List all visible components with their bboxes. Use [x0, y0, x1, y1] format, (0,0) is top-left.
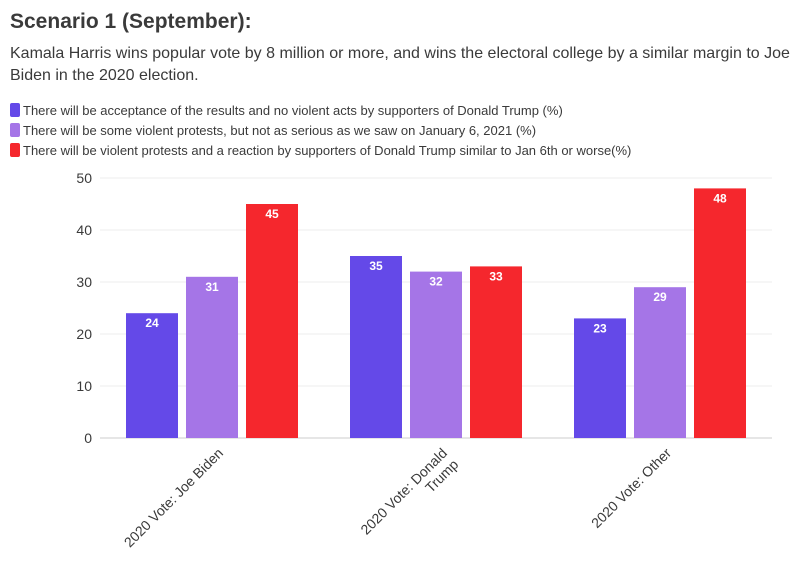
chart-subtitle: Kamala Harris wins popular vote by 8 mil… [10, 45, 790, 84]
legend-label: There will be some violent protests, but… [23, 122, 537, 138]
legend-item: There will be acceptance of the results … [10, 100, 631, 120]
y-tick-label: 30 [76, 274, 92, 290]
legend-label: There will be violent protests and a rea… [23, 142, 632, 158]
bar [410, 271, 462, 438]
y-tick-label: 10 [76, 378, 92, 394]
legend-swatch [10, 103, 20, 117]
data-label: 45 [265, 207, 279, 221]
data-label: 35 [369, 259, 383, 273]
data-label: 32 [429, 275, 443, 289]
bar [634, 287, 686, 438]
bar [350, 256, 402, 438]
chart-title: Scenario 1 (September): [10, 10, 252, 33]
y-tick-label: 20 [76, 326, 92, 342]
legend-item: There will be violent protests and a rea… [10, 140, 631, 160]
legend-item: There will be some violent protests, but… [10, 120, 631, 140]
legend-swatch [10, 123, 20, 137]
bar [574, 318, 626, 438]
data-label: 23 [593, 321, 607, 335]
x-tick-label: 2020 Vote: DonaldTrump [357, 445, 461, 549]
legend-label: There will be acceptance of the results … [23, 102, 563, 118]
data-label: 29 [653, 290, 667, 304]
data-label: 24 [145, 316, 159, 330]
bar [470, 266, 522, 438]
legend: There will be acceptance of the results … [10, 100, 631, 160]
data-label: 33 [489, 269, 503, 283]
data-label: 31 [205, 280, 219, 294]
legend-swatch [10, 143, 20, 157]
x-tick-label: 2020 Vote: Other [588, 445, 674, 531]
y-tick-label: 50 [76, 170, 92, 186]
x-tick-label: 2020 Vote: Joe Biden [121, 445, 226, 550]
bar [186, 276, 238, 438]
y-tick-label: 0 [84, 430, 92, 446]
bar [246, 204, 298, 438]
y-tick-label: 40 [76, 222, 92, 238]
bar [126, 313, 178, 438]
bar [694, 188, 746, 438]
data-label: 48 [713, 191, 727, 205]
